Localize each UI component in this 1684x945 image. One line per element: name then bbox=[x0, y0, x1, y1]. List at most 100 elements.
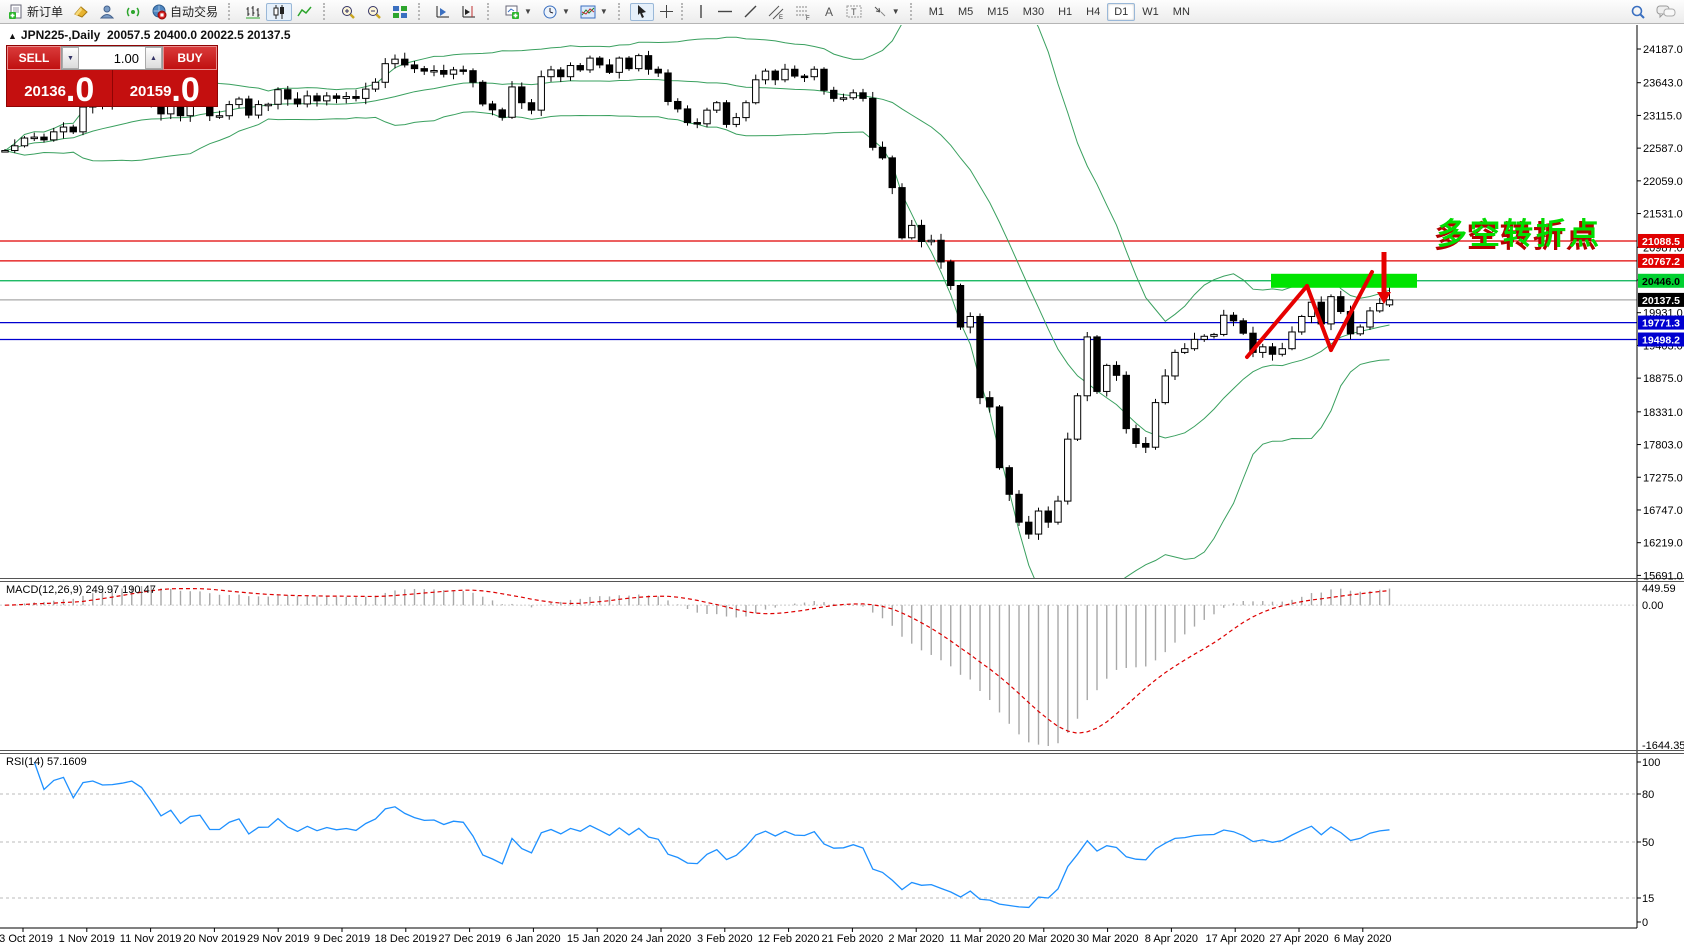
trendline-segment[interactable] bbox=[1329, 270, 1374, 352]
volume-control: ▼ 1.00 ▲ bbox=[61, 46, 163, 70]
candle-body bbox=[79, 106, 87, 133]
buy-button[interactable]: BUY bbox=[163, 46, 217, 70]
volume-input[interactable]: 1.00 bbox=[113, 50, 139, 66]
periods-button[interactable]: ▼ bbox=[537, 3, 575, 21]
bar-chart-mode-button[interactable] bbox=[240, 3, 266, 21]
new-chart-button[interactable]: ▼ bbox=[499, 3, 537, 21]
arrows-tool-button[interactable]: ▼ bbox=[867, 3, 905, 21]
price-level-label-box bbox=[1638, 332, 1684, 347]
candle-body bbox=[1278, 348, 1286, 355]
price-level-label-box bbox=[1638, 273, 1684, 288]
candle-body bbox=[1161, 375, 1169, 404]
crosshair-tool-button[interactable] bbox=[654, 3, 679, 21]
volume-increase-button[interactable]: ▲ bbox=[145, 47, 162, 69]
trendline-segment[interactable] bbox=[1305, 284, 1333, 352]
date-tick-label: 15 Jan 2020 bbox=[567, 933, 628, 945]
timeframe-button-w1[interactable]: W1 bbox=[1142, 5, 1159, 18]
toolbar-separator bbox=[617, 3, 625, 20]
tile-windows-button[interactable] bbox=[387, 3, 413, 21]
sell-price[interactable]: 20136.0 bbox=[7, 70, 113, 107]
signals-button[interactable] bbox=[120, 3, 146, 21]
trendline-tool-button[interactable] bbox=[738, 3, 763, 21]
search-icon[interactable] bbox=[1630, 4, 1646, 20]
zoom-out-button[interactable] bbox=[361, 3, 387, 21]
highlight-rectangle[interactable] bbox=[1271, 273, 1417, 288]
rsi-axis-label: 50 bbox=[1642, 837, 1654, 849]
timeframe-group: M1 M5 M15 M30 H1 H4 D1 W1 MN bbox=[919, 0, 1200, 23]
tile-windows-icon bbox=[393, 5, 408, 18]
timeframe-button-h1[interactable]: H1 bbox=[1058, 5, 1073, 18]
line-chart-mode-button[interactable] bbox=[292, 3, 318, 21]
rsi-axis-label: 0 bbox=[1642, 917, 1648, 929]
vertical-line-tool-button[interactable] bbox=[690, 3, 712, 21]
auto-scroll-button[interactable] bbox=[430, 3, 456, 21]
auto-scroll-icon bbox=[436, 5, 450, 17]
timeframe-button-d1[interactable]: D1 bbox=[1107, 2, 1136, 21]
down-arrow-head[interactable] bbox=[1377, 292, 1391, 304]
chat-icon[interactable] bbox=[1656, 4, 1676, 20]
price-level-label-box bbox=[1638, 233, 1684, 248]
candle-body bbox=[1327, 296, 1335, 325]
candle-body bbox=[1151, 402, 1160, 448]
timeframe-button-h4[interactable]: H4 bbox=[1086, 5, 1101, 18]
candle-body bbox=[498, 109, 506, 118]
timeframe-button-m15[interactable]: M15 bbox=[987, 5, 1009, 18]
candle-body bbox=[683, 108, 692, 124]
candle-body bbox=[449, 69, 458, 75]
rsi-indicator-label: RSI(14) 57.1609 bbox=[6, 756, 87, 768]
svg-text:F: F bbox=[806, 16, 810, 20]
candlestick-mode-button[interactable] bbox=[266, 2, 293, 21]
ticket-button[interactable] bbox=[68, 3, 94, 21]
zoom-in-button[interactable] bbox=[335, 3, 361, 21]
candle-body bbox=[293, 98, 302, 105]
new-order-button[interactable]: 新订单 bbox=[3, 3, 68, 21]
date-tick-label: 23 Oct 2019 bbox=[0, 933, 53, 945]
timeframe-button-m30[interactable]: M30 bbox=[1022, 5, 1045, 18]
horizontal-line-icon bbox=[717, 10, 732, 13]
candle-body bbox=[1210, 333, 1218, 337]
buy-price[interactable]: 20159.0 bbox=[113, 70, 218, 107]
rsi-axis-label: 80 bbox=[1642, 789, 1654, 801]
candle-body bbox=[888, 157, 896, 189]
price-tick-label: 15691.0 bbox=[1643, 570, 1683, 582]
main-pane bbox=[0, 25, 1637, 578]
candle-body bbox=[966, 315, 974, 328]
candle-body bbox=[1385, 299, 1394, 306]
fibonacci-tool-button[interactable]: F bbox=[790, 3, 817, 21]
candle-body bbox=[1220, 314, 1228, 335]
candle-body bbox=[839, 97, 848, 100]
candle-body bbox=[986, 397, 994, 408]
volume-decrease-button[interactable]: ▼ bbox=[62, 47, 79, 69]
text-tool-button[interactable]: A bbox=[817, 3, 841, 21]
candle-body bbox=[625, 57, 633, 70]
toolbar-separator bbox=[680, 3, 688, 20]
annotation-text[interactable]: 多空转折点 bbox=[1437, 218, 1602, 251]
date-tick-label: 17 Apr 2020 bbox=[1206, 933, 1265, 945]
timeframe-button-m5[interactable]: M5 bbox=[958, 5, 974, 18]
price-tick-label: 23115.0 bbox=[1643, 110, 1682, 122]
horizontal-line-tool-button[interactable] bbox=[712, 3, 738, 21]
autotrading-button[interactable]: 自动交易 bbox=[146, 3, 223, 21]
trendline-segment[interactable] bbox=[1245, 284, 1309, 359]
candle-body bbox=[1034, 510, 1043, 535]
chart-background bbox=[0, 25, 1684, 945]
cursor-tool-button[interactable] bbox=[629, 2, 654, 21]
timeframe-button-m1[interactable]: M1 bbox=[928, 5, 944, 18]
templates-button[interactable]: ▼ bbox=[575, 3, 613, 21]
chart-shift-button[interactable] bbox=[456, 3, 482, 21]
price-tick-label: 22587.0 bbox=[1643, 143, 1683, 155]
ticket-icon bbox=[74, 5, 88, 18]
candle-body bbox=[69, 126, 77, 133]
text-label-tool-button[interactable]: T bbox=[841, 3, 867, 21]
date-tick-label: 27 Dec 2019 bbox=[438, 933, 500, 945]
collapse-marker-icon[interactable]: ▲ bbox=[8, 31, 17, 41]
price-tick-label: 23643.0 bbox=[1643, 78, 1683, 90]
chart-ohlc-values: 20057.5 20400.0 20022.5 20137.5 bbox=[106, 28, 291, 42]
sell-button[interactable]: SELL bbox=[7, 46, 61, 70]
channel-tool-button[interactable]: E bbox=[763, 3, 790, 21]
market-watch-button[interactable] bbox=[94, 3, 120, 21]
candle-body bbox=[225, 104, 233, 117]
timeframe-button-mn[interactable]: MN bbox=[1172, 5, 1190, 18]
candle-body bbox=[1259, 346, 1267, 353]
